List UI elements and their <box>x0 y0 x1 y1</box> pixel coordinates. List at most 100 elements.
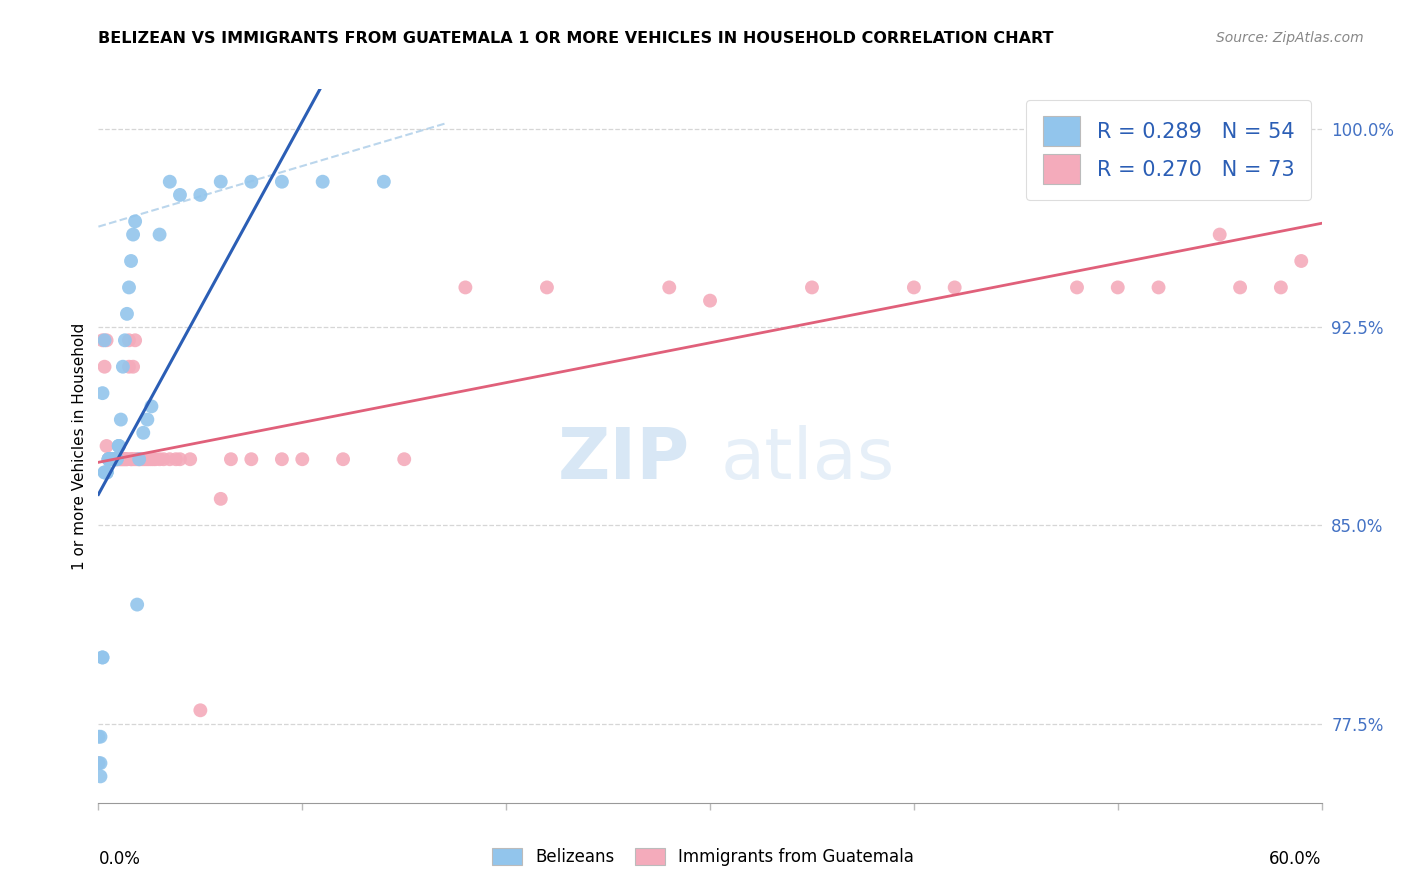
Point <box>96 439 118 453</box>
Point <box>110 452 132 467</box>
Point <box>114 333 136 347</box>
Point <box>91 650 114 665</box>
Point <box>105 452 128 467</box>
Point <box>1291 254 1313 268</box>
Point <box>124 333 146 347</box>
Point <box>97 452 120 467</box>
Point <box>120 452 142 467</box>
Point <box>97 452 120 467</box>
Point <box>108 439 131 453</box>
Y-axis label: 1 or more Vehicles in Household: 1 or more Vehicles in Household <box>72 322 87 570</box>
Point <box>454 280 477 294</box>
Point <box>87 756 110 771</box>
Text: 60.0%: 60.0% <box>1270 850 1322 869</box>
Point <box>93 466 115 480</box>
Point <box>149 227 172 242</box>
Point <box>240 175 263 189</box>
Point <box>115 307 138 321</box>
Point <box>209 175 232 189</box>
Point <box>87 756 110 771</box>
Point <box>392 452 416 467</box>
Point <box>101 452 124 467</box>
Point <box>87 730 110 744</box>
Point <box>1270 280 1292 294</box>
Point <box>188 703 212 717</box>
Point <box>159 452 181 467</box>
Point <box>124 214 146 228</box>
Point <box>122 227 145 242</box>
Point <box>165 452 187 467</box>
Point <box>801 280 824 294</box>
Point <box>149 452 172 467</box>
Point <box>127 598 149 612</box>
Point <box>96 466 118 480</box>
Point <box>145 452 167 467</box>
Point <box>104 452 127 467</box>
Point <box>188 188 212 202</box>
Point <box>101 452 124 467</box>
Point <box>100 452 122 467</box>
Point <box>209 491 232 506</box>
Point <box>142 452 165 467</box>
Point <box>270 175 294 189</box>
Point <box>104 452 127 467</box>
Text: BELIZEAN VS IMMIGRANTS FROM GUATEMALA 1 OR MORE VEHICLES IN HOUSEHOLD CORRELATIO: BELIZEAN VS IMMIGRANTS FROM GUATEMALA 1 … <box>98 31 1054 46</box>
Point <box>111 452 134 467</box>
Point <box>129 452 152 467</box>
Point <box>128 452 150 467</box>
Point <box>115 452 138 467</box>
Point <box>159 175 181 189</box>
Point <box>115 452 138 467</box>
Point <box>114 452 136 467</box>
Text: Source: ZipAtlas.com: Source: ZipAtlas.com <box>1216 31 1364 45</box>
Point <box>128 452 150 467</box>
Point <box>141 400 163 414</box>
Point <box>105 452 128 467</box>
Point <box>312 175 335 189</box>
Point <box>100 452 122 467</box>
Point <box>658 280 681 294</box>
Point <box>943 280 966 294</box>
Text: 0.0%: 0.0% <box>98 850 141 869</box>
Point <box>97 452 120 467</box>
Point <box>114 452 136 467</box>
Point <box>105 452 128 467</box>
Point <box>219 452 242 467</box>
Point <box>110 412 132 426</box>
Point <box>120 254 142 268</box>
Point <box>89 769 111 783</box>
Point <box>100 452 122 467</box>
Point <box>138 452 160 467</box>
Point <box>373 175 395 189</box>
Point <box>1107 280 1129 294</box>
Point <box>100 452 122 467</box>
Legend: Belizeans, Immigrants from Guatemala: Belizeans, Immigrants from Guatemala <box>484 840 922 875</box>
Point <box>96 466 118 480</box>
Point <box>101 452 124 467</box>
Point <box>91 650 114 665</box>
Point <box>127 452 149 467</box>
Point <box>141 452 163 467</box>
Legend: R = 0.289   N = 54, R = 0.270   N = 73: R = 0.289 N = 54, R = 0.270 N = 73 <box>1026 100 1312 200</box>
Point <box>105 452 128 467</box>
Point <box>136 452 159 467</box>
Point <box>93 466 115 480</box>
Point <box>536 280 558 294</box>
Point <box>122 452 145 467</box>
Point <box>111 452 134 467</box>
Point <box>1147 280 1170 294</box>
Point <box>132 425 155 440</box>
Point <box>136 412 159 426</box>
Point <box>101 452 124 467</box>
Point <box>110 452 132 467</box>
Point <box>1229 280 1251 294</box>
Point <box>100 452 122 467</box>
Point <box>89 756 111 771</box>
Point <box>1270 121 1292 136</box>
Point <box>104 452 127 467</box>
Point <box>118 280 141 294</box>
Point <box>96 466 118 480</box>
Point <box>120 452 142 467</box>
Point <box>97 452 120 467</box>
Point <box>122 359 145 374</box>
